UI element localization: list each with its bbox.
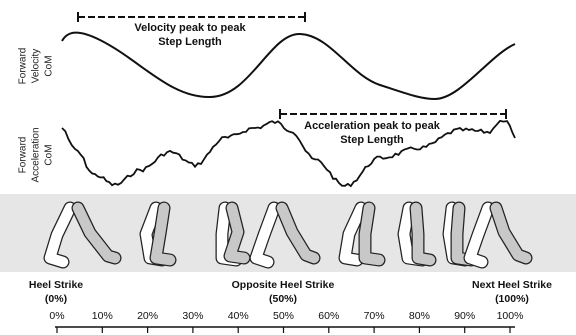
y-label: Acceleration — [31, 127, 42, 182]
velocity-bracket — [77, 12, 306, 22]
tick-label: 60% — [318, 310, 339, 322]
leg — [150, 202, 176, 266]
axis-ticks: 0% 10% 20% 30% 40% 50% 60% 70% 80% 90% 100% — [49, 310, 523, 333]
leg — [72, 202, 121, 264]
tick-label: 90% — [454, 310, 475, 322]
acceleration-curve — [61, 119, 516, 188]
tick-label: 100% — [497, 310, 524, 322]
leg — [359, 202, 385, 266]
leg — [464, 202, 494, 268]
event-label: Heel Strike — [29, 279, 83, 291]
velocity-curve — [61, 31, 516, 101]
annotation: Step Length — [158, 36, 222, 48]
tick-label: 50% — [273, 310, 294, 322]
leg — [339, 202, 367, 266]
leg — [276, 202, 320, 264]
leg — [44, 202, 76, 268]
event-label: Next Heel Strike — [472, 279, 552, 291]
walking-figures — [43, 201, 533, 269]
y-label: Forward — [18, 137, 29, 174]
annotation: Acceleration peak to peak — [304, 120, 441, 132]
tick-label: 70% — [364, 310, 385, 322]
y-label: Forward — [18, 48, 29, 85]
y-label: CoM — [44, 144, 55, 165]
tick-label: 20% — [137, 310, 158, 322]
leg — [410, 202, 436, 266]
tick-label: 80% — [409, 310, 430, 322]
y-label: Velocity — [31, 49, 42, 83]
acceleration-bracket — [279, 109, 507, 119]
tick-label: 0% — [49, 310, 64, 322]
event-label: Opposite Heel Strike — [232, 279, 335, 291]
tick-label: 30% — [182, 310, 203, 322]
tick-label: 10% — [92, 310, 113, 322]
tick-label: 40% — [228, 310, 249, 322]
leg — [250, 202, 280, 268]
event-label: (0%) — [45, 293, 67, 305]
leg — [490, 202, 532, 264]
annotation: Velocity peak to peak — [134, 22, 246, 34]
event-label: (100%) — [495, 293, 529, 305]
y-label: CoM — [44, 55, 55, 76]
event-label: (50%) — [269, 293, 297, 305]
leg — [224, 202, 250, 264]
annotation: Step Length — [340, 134, 404, 146]
